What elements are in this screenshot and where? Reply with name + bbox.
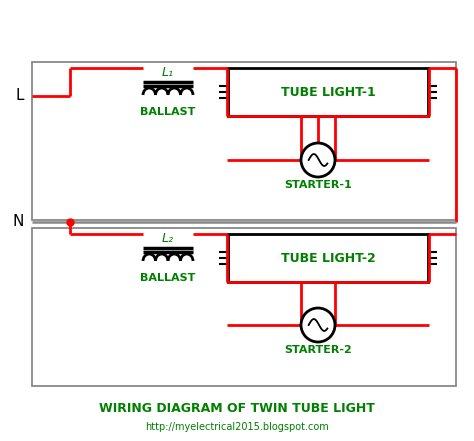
Text: STARTER-1: STARTER-1 (284, 180, 352, 190)
Text: L: L (16, 89, 24, 104)
Text: http://myelectrical2015.blogspot.com: http://myelectrical2015.blogspot.com (145, 422, 329, 432)
Text: L₂: L₂ (162, 232, 174, 245)
Text: L₁: L₁ (162, 66, 174, 79)
Bar (228, 234, 428, 282)
Text: TUBE LIGHT-1: TUBE LIGHT-1 (281, 86, 375, 98)
Text: TUBE LIGHT-2: TUBE LIGHT-2 (281, 251, 375, 265)
Bar (32, 62, 456, 220)
Text: N: N (13, 214, 24, 229)
Circle shape (301, 308, 335, 342)
Bar (32, 228, 456, 386)
Text: WIRING DIAGRAM OF TWIN TUBE LIGHT: WIRING DIAGRAM OF TWIN TUBE LIGHT (99, 401, 375, 415)
Text: BALLAST: BALLAST (140, 107, 196, 117)
Text: STARTER-2: STARTER-2 (284, 345, 352, 355)
Circle shape (301, 143, 335, 177)
Text: BALLAST: BALLAST (140, 273, 196, 283)
Bar (228, 68, 428, 116)
